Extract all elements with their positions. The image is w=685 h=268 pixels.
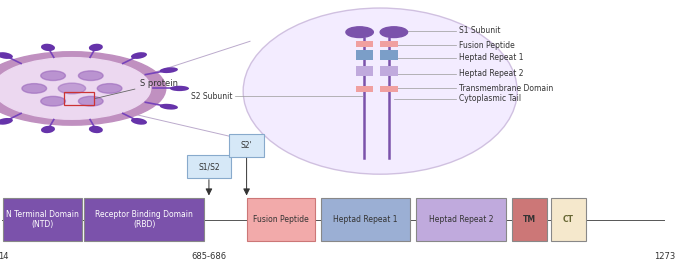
- Text: 685-686: 685-686: [191, 252, 227, 261]
- FancyBboxPatch shape: [512, 198, 547, 241]
- Text: 14: 14: [0, 252, 9, 261]
- Text: S1 Subunit: S1 Subunit: [459, 26, 501, 35]
- Ellipse shape: [131, 118, 147, 125]
- FancyBboxPatch shape: [321, 198, 410, 241]
- Circle shape: [22, 84, 47, 93]
- Circle shape: [58, 83, 86, 94]
- Circle shape: [78, 71, 103, 80]
- Text: S1/S2: S1/S2: [198, 162, 220, 171]
- Circle shape: [0, 58, 151, 119]
- Text: Heptad Repeat 1: Heptad Repeat 1: [333, 215, 397, 224]
- Text: Fusion Peptide: Fusion Peptide: [459, 40, 514, 50]
- Ellipse shape: [160, 67, 178, 73]
- Ellipse shape: [89, 126, 103, 133]
- FancyBboxPatch shape: [247, 198, 315, 241]
- FancyBboxPatch shape: [356, 41, 373, 47]
- Text: CT: CT: [563, 215, 574, 224]
- FancyBboxPatch shape: [229, 134, 264, 157]
- Text: Heptad Repeat 2: Heptad Repeat 2: [459, 69, 523, 78]
- Circle shape: [78, 96, 103, 106]
- FancyBboxPatch shape: [356, 66, 373, 76]
- Text: S protein: S protein: [95, 79, 178, 99]
- Ellipse shape: [41, 126, 55, 133]
- Circle shape: [40, 96, 65, 106]
- Text: Transmembrane Domain: Transmembrane Domain: [459, 84, 553, 93]
- Text: Heptad Repeat 2: Heptad Repeat 2: [429, 215, 493, 224]
- Ellipse shape: [0, 52, 13, 59]
- FancyBboxPatch shape: [380, 41, 398, 47]
- FancyBboxPatch shape: [3, 198, 82, 241]
- Ellipse shape: [243, 8, 517, 174]
- FancyBboxPatch shape: [84, 198, 204, 241]
- FancyBboxPatch shape: [380, 66, 398, 76]
- Text: Fusion Peptide: Fusion Peptide: [253, 215, 309, 224]
- Ellipse shape: [160, 104, 178, 110]
- Text: TM: TM: [523, 215, 536, 224]
- Ellipse shape: [131, 52, 147, 59]
- Text: N Terminal Domain
(NTD): N Terminal Domain (NTD): [6, 210, 79, 229]
- Circle shape: [346, 27, 373, 38]
- FancyBboxPatch shape: [551, 198, 586, 241]
- Text: Heptad Repeat 1: Heptad Repeat 1: [459, 53, 523, 62]
- Text: Receptor Binding Domain
(RBD): Receptor Binding Domain (RBD): [95, 210, 193, 229]
- Ellipse shape: [41, 44, 55, 51]
- Ellipse shape: [0, 118, 13, 125]
- Ellipse shape: [89, 44, 103, 51]
- Text: 1273: 1273: [653, 252, 675, 261]
- Ellipse shape: [170, 86, 189, 91]
- Circle shape: [41, 71, 66, 80]
- Text: S2 Subunit: S2 Subunit: [191, 92, 233, 101]
- Circle shape: [380, 27, 408, 38]
- FancyBboxPatch shape: [356, 86, 373, 92]
- FancyBboxPatch shape: [380, 86, 398, 92]
- Text: S2': S2': [241, 141, 252, 150]
- FancyBboxPatch shape: [356, 50, 373, 60]
- Circle shape: [97, 84, 122, 93]
- Circle shape: [0, 52, 166, 125]
- FancyBboxPatch shape: [380, 50, 398, 60]
- FancyBboxPatch shape: [416, 198, 506, 241]
- Text: Cytoplasmic Tail: Cytoplasmic Tail: [459, 94, 521, 103]
- FancyBboxPatch shape: [186, 155, 231, 178]
